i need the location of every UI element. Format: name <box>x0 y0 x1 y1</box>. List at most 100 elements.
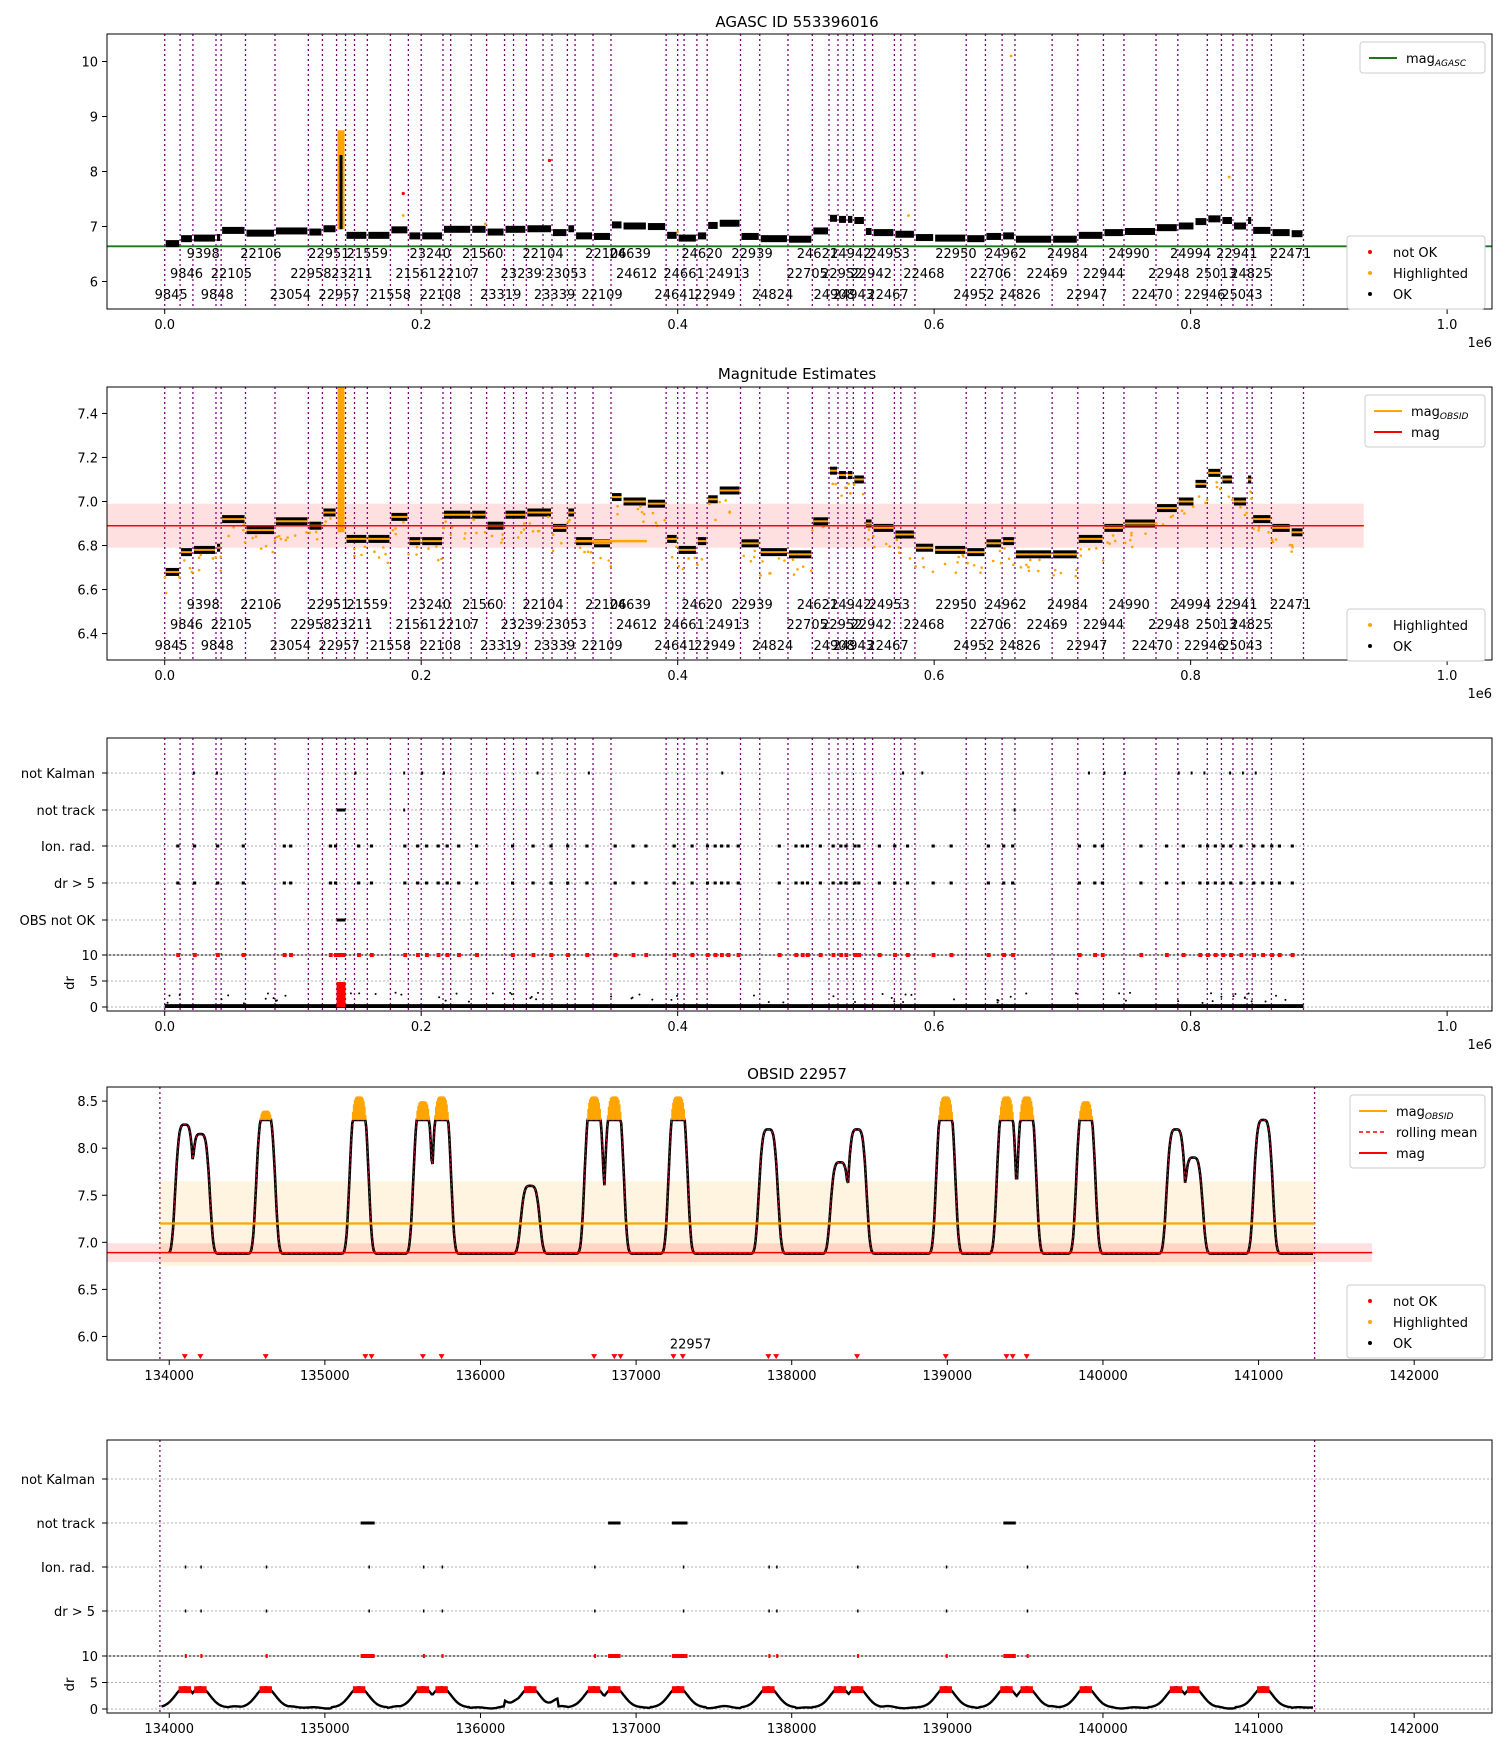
highlighted-point <box>499 541 503 544</box>
dr-not-ok-points <box>939 1686 953 1694</box>
obsid-label: 24824 <box>752 288 793 303</box>
dr-clipped-mark <box>265 1654 268 1658</box>
highlighted-point <box>415 553 418 556</box>
highlighted-point <box>394 532 398 536</box>
dr-not-ok-points <box>587 1686 601 1694</box>
flag-mark <box>945 1609 948 1613</box>
highlighted-point <box>1243 513 1247 517</box>
flag-mark <box>1229 771 1232 775</box>
flag-mark <box>931 881 935 885</box>
highlighted-point <box>749 559 753 563</box>
flag-mark <box>1270 881 1274 885</box>
dr-point <box>854 1000 857 1003</box>
highlighted-point <box>271 550 275 554</box>
obsid-label: 22941 <box>1216 247 1257 262</box>
dr-clipped-mark <box>441 1654 444 1658</box>
flag-mark <box>776 1565 778 1569</box>
obsid-label: 22108 <box>420 288 461 303</box>
flag-mark <box>1221 844 1225 848</box>
highlighted-point <box>360 553 363 557</box>
highlighted-points <box>337 387 345 533</box>
ok-points <box>1078 231 1103 239</box>
dr-tick-label: 10 <box>81 949 98 964</box>
highlighted-point <box>761 560 764 563</box>
obsid-label: 22105 <box>211 267 252 282</box>
flag-mark <box>853 844 857 848</box>
dr-point <box>394 991 397 994</box>
highlighted-point <box>483 222 487 226</box>
ok-points <box>611 221 622 229</box>
flag-mark <box>1181 881 1185 885</box>
obsid-label: 25013 <box>1196 267 1237 282</box>
highlighted-point <box>777 557 781 560</box>
highlighted-point <box>251 536 254 540</box>
dr-clipped-mark <box>671 1654 688 1658</box>
highlighted-point <box>391 528 395 532</box>
dr-clipped-mark <box>241 953 246 957</box>
highlighted-point <box>279 537 283 541</box>
dr-tick-label: 5 <box>90 975 98 990</box>
ok-points <box>323 225 336 233</box>
obsid-label: 24826 <box>999 288 1040 303</box>
highlighted-point <box>232 526 235 529</box>
obsid-label: 22470 <box>1131 639 1172 654</box>
legend-marker <box>1368 271 1372 275</box>
highlighted-point <box>490 534 494 538</box>
flag-mark <box>368 1609 370 1613</box>
flag-mark <box>422 1565 425 1569</box>
flag-mark <box>441 1565 444 1569</box>
obsid-label: 23053 <box>545 618 586 633</box>
highlighted-point <box>1003 547 1006 550</box>
highlighted-point <box>436 558 440 562</box>
obsid-label: 22705 <box>787 618 828 633</box>
highlighted-point <box>163 576 167 579</box>
ok-points <box>719 219 740 227</box>
highlighted-point <box>1215 485 1219 489</box>
flag-mark <box>216 844 220 848</box>
dr-clipped-mark <box>192 953 197 957</box>
x-tick-label: 0.8 <box>1180 318 1201 333</box>
highlighted-point <box>742 554 746 558</box>
ok-points <box>309 228 322 236</box>
obsid-label: 24962 <box>985 247 1026 262</box>
highlighted-point <box>435 545 438 548</box>
obsid-label: 22946 <box>1184 288 1225 303</box>
obsid-label: 22109 <box>581 639 622 654</box>
not-ok-point <box>401 191 405 196</box>
dr-point <box>890 996 893 999</box>
highlighted-point <box>980 566 983 569</box>
obsid-label: 22957 <box>670 1338 711 1353</box>
highlighted-point <box>1053 568 1057 572</box>
flag-mark <box>986 844 990 848</box>
highlighted-point <box>402 520 405 524</box>
highlighted-point <box>444 520 447 523</box>
legend-box <box>1346 1284 1486 1359</box>
highlighted-point <box>1113 539 1117 543</box>
obsid-label: 22467 <box>867 639 908 654</box>
obsid-label: 24952 <box>953 639 994 654</box>
flag-mark <box>877 844 881 848</box>
highlighted-point <box>472 518 475 521</box>
ok-points <box>181 235 192 243</box>
flag-mark <box>585 844 589 848</box>
y-tick-label: 6.0 <box>77 1330 98 1345</box>
dr-point <box>1075 992 1078 995</box>
obsid-label: 22951 <box>308 598 349 613</box>
x-tick-label: 0.4 <box>667 1020 688 1035</box>
obsid-label: 24612 <box>616 618 657 633</box>
obsid-label: 22468 <box>903 267 944 282</box>
obsid-label: 24994 <box>1170 598 1211 613</box>
flag-mark <box>777 881 781 885</box>
highlighted-point <box>531 530 535 533</box>
not-ok-marker <box>1009 1354 1016 1360</box>
highlighted-point <box>1290 543 1294 547</box>
flag-mark <box>282 881 286 885</box>
dr-clipped-mark <box>1026 1654 1029 1658</box>
highlighted-point <box>639 505 642 508</box>
highlighted-point <box>277 534 281 538</box>
dr-clipped-mark <box>369 953 374 957</box>
dr-clipped-mark <box>216 953 220 957</box>
highlighted-point <box>1144 532 1147 535</box>
